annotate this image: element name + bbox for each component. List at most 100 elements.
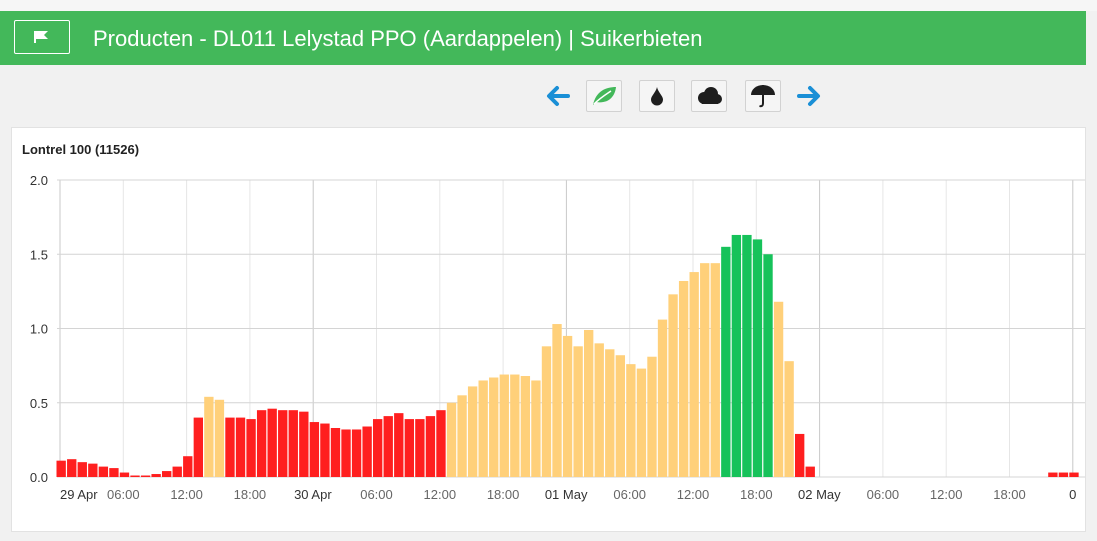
bar[interactable]: [404, 419, 414, 477]
bar[interactable]: [235, 417, 246, 477]
bar[interactable]: [678, 280, 689, 477]
next-button[interactable]: [796, 82, 824, 110]
bar[interactable]: [1069, 472, 1079, 477]
x-tick-label: 06:00: [107, 487, 140, 502]
bar[interactable]: [752, 239, 763, 477]
bar[interactable]: [436, 410, 446, 477]
bar[interactable]: [162, 471, 172, 477]
bar[interactable]: [467, 386, 478, 477]
bar[interactable]: [415, 419, 425, 477]
bar[interactable]: [805, 466, 815, 477]
bar[interactable]: [446, 402, 457, 477]
bar[interactable]: [383, 416, 393, 477]
bar[interactable]: [594, 343, 604, 477]
bar[interactable]: [742, 234, 752, 477]
bar[interactable]: [130, 475, 140, 477]
bar[interactable]: [541, 346, 552, 477]
x-tick-label: 30 Apr: [294, 487, 332, 502]
y-tick-label: 0.5: [30, 396, 48, 411]
bar[interactable]: [88, 463, 98, 477]
weather-button[interactable]: [691, 80, 727, 112]
bar[interactable]: [151, 474, 161, 477]
page-title: Producten - DL011 Lelystad PPO (Aardappe…: [93, 26, 703, 51]
bar[interactable]: [172, 466, 182, 477]
precipitation-button[interactable]: [639, 80, 675, 112]
bar[interactable]: [700, 263, 710, 477]
bar[interactable]: [499, 374, 509, 477]
bar[interactable]: [119, 472, 130, 477]
arrow-left-icon: [547, 86, 570, 106]
bar[interactable]: [214, 399, 225, 477]
bar[interactable]: [510, 374, 520, 477]
bar[interactable]: [478, 380, 488, 477]
bar[interactable]: [647, 356, 657, 477]
bar[interactable]: [731, 234, 742, 477]
bar[interactable]: [183, 456, 193, 477]
bar[interactable]: [330, 427, 341, 477]
x-tick-label: 01 May: [545, 487, 588, 502]
bar[interactable]: [531, 380, 541, 477]
bar[interactable]: [721, 246, 731, 477]
bar[interactable]: [668, 294, 678, 477]
bar[interactable]: [710, 263, 720, 477]
bar[interactable]: [204, 396, 214, 477]
x-tick-label: 12:00: [424, 487, 457, 502]
toolbar: [0, 65, 1086, 126]
bar[interactable]: [288, 410, 298, 477]
bar[interactable]: [1058, 472, 1069, 477]
x-tick-label: 18:00: [487, 487, 520, 502]
bar[interactable]: [626, 364, 636, 477]
bar[interactable]: [56, 460, 66, 477]
bar[interactable]: [267, 408, 277, 477]
bar[interactable]: [773, 301, 784, 477]
flag-button[interactable]: [14, 20, 70, 54]
bar[interactable]: [246, 419, 256, 477]
x-tick-label: 06:00: [867, 487, 900, 502]
bar[interactable]: [425, 416, 436, 477]
bar[interactable]: [562, 335, 573, 477]
bar[interactable]: [320, 423, 330, 477]
bar[interactable]: [763, 254, 773, 477]
bar[interactable]: [689, 272, 699, 477]
bar[interactable]: [457, 395, 467, 477]
flag-icon: [34, 31, 48, 43]
x-axis-labels: 29 Apr 06:00 12:00 18:00 30 Apr 06:00 12:00 18:…: [60, 487, 1076, 502]
x-tick-label: 12:00: [930, 487, 963, 502]
bar[interactable]: [1048, 472, 1058, 477]
bar[interactable]: [98, 466, 109, 477]
bar[interactable]: [225, 417, 235, 477]
bar[interactable]: [299, 411, 309, 477]
bar[interactable]: [351, 429, 362, 477]
x-tick-label: 0: [1069, 487, 1076, 502]
bar[interactable]: [278, 410, 288, 477]
bar[interactable]: [552, 324, 562, 477]
bar[interactable]: [373, 419, 383, 477]
previous-button[interactable]: [543, 82, 571, 110]
drop-icon: [651, 87, 663, 106]
bar[interactable]: [109, 468, 119, 477]
bar[interactable]: [795, 433, 805, 477]
bar[interactable]: [615, 355, 625, 477]
bar[interactable]: [520, 376, 531, 477]
bar[interactable]: [309, 422, 320, 477]
bar[interactable]: [489, 377, 499, 477]
bar[interactable]: [362, 426, 372, 477]
bar[interactable]: [573, 346, 583, 477]
bar[interactable]: [341, 429, 351, 477]
bar[interactable]: [636, 368, 647, 477]
bar[interactable]: [657, 319, 668, 477]
crop-button[interactable]: [586, 80, 622, 112]
bar[interactable]: [193, 417, 203, 477]
bar[interactable]: [140, 475, 151, 477]
protection-button[interactable]: [745, 80, 781, 112]
bar[interactable]: [584, 329, 594, 477]
bar[interactable]: [605, 349, 615, 477]
bar[interactable]: [784, 361, 794, 477]
bar[interactable]: [394, 413, 404, 477]
page-header: Producten - DL011 Lelystad PPO (Aardappe…: [0, 11, 1086, 65]
bar[interactable]: [77, 462, 87, 477]
bar[interactable]: [67, 459, 77, 477]
x-tick-label: 18:00: [234, 487, 267, 502]
bar[interactable]: [256, 410, 267, 477]
